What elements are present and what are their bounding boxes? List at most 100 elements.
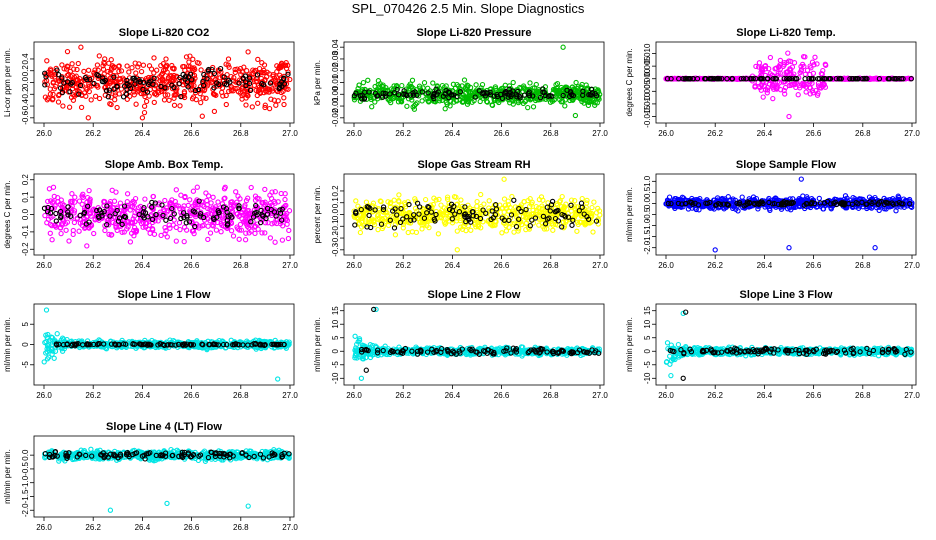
point-1min [78,44,84,50]
point-2p5min [192,87,199,94]
x-tick-label: 26.2 [85,261,101,270]
point-1min [173,187,179,193]
point-1min [171,102,178,108]
point-1min [558,84,564,91]
x-tick-label: 26.2 [395,129,411,138]
point-2p5min [401,91,407,97]
y-tick-label: 0.1 [21,191,30,203]
point-1min [204,197,210,204]
y-tick-label: -0.6 [21,110,30,124]
point-2p5min [457,89,463,95]
point-1min [559,193,565,200]
point-1min [520,100,526,107]
point-1min [107,70,113,76]
point-2p5min [383,93,389,99]
point-1min [158,88,165,95]
point-1min [562,103,568,109]
point-1min [590,229,596,235]
point-1min [162,197,168,204]
point-1min [281,101,287,108]
point-1min [564,84,570,91]
point-2p5min [124,77,130,84]
point-1min [795,92,801,98]
point-1min [198,99,204,106]
y-tick-label: 0.0 [21,208,30,220]
point-1min [233,189,239,195]
panel-title: Slope Line 1 Flow [118,289,211,301]
point-1min [225,56,232,62]
point-1min [111,64,117,71]
point-2p5min [158,83,164,90]
point-1min [569,84,576,90]
y-tick-label: 1.0 [643,175,652,187]
point-1min [255,226,261,232]
point-1min [770,95,776,102]
point-2p5min [94,71,100,78]
point-1min [237,221,244,228]
point-1min [511,229,517,235]
point-2p5min [221,74,227,80]
y-tick-label: 0.5 [643,186,652,198]
point-2p5min [42,82,48,88]
point-2p5min [176,81,182,87]
scatter-points [351,44,603,119]
point-2p5min [200,78,206,85]
point-1min [404,103,410,109]
point-2p5min [100,75,106,81]
point-1min [120,75,126,81]
scatter-points [663,176,915,253]
point-2p5min [387,91,393,97]
point-1min [253,87,259,94]
y-axis-label: ml/min per min. [3,317,12,372]
point-2p5min [111,86,117,92]
point-1min [353,198,359,204]
point-1min [262,88,269,94]
point-1min [363,199,370,205]
point-1min [479,81,486,88]
y-tick-label: 0.0 [331,208,340,220]
point-2p5min [580,92,586,98]
point-1min [190,56,196,62]
point-1min [66,238,72,244]
point-1min [228,228,235,234]
point-1min [266,71,272,77]
point-1min [249,75,255,81]
point-2p5min [185,74,192,80]
point-1min [266,105,273,112]
panel-4: Slope Amb. Box Temp.degrees C per min.26… [3,159,298,270]
point-2p5min [279,83,285,90]
y-tick-label: 0.02 [331,62,340,78]
point-1min [375,78,382,84]
point-1min [357,229,364,236]
point-2p5min [57,85,64,91]
point-1min [76,228,82,234]
point-1min [50,91,56,98]
point-2p5min [242,73,249,79]
point-2p5min [211,85,217,91]
panel-title: Slope Gas Stream RH [417,159,530,171]
point-2p5min [221,80,228,87]
point-1min [392,232,399,238]
point-1min [100,63,106,69]
point-1min [285,235,292,242]
point-2p5min [87,76,93,83]
x-tick-label: 27.0 [904,261,920,270]
point-1min [425,98,431,104]
point-2p5min [216,81,222,88]
point-1min [165,92,171,98]
point-1min [506,83,513,89]
point-1min [267,235,274,241]
point-1min [385,96,391,103]
y-tick-label: 0.000 [643,68,652,89]
point-1min [198,67,204,73]
point-1min [262,104,268,111]
point-1min [499,230,505,236]
point-2p5min [514,94,520,100]
point-1min [282,196,288,203]
point-2p5min [123,91,130,97]
point-2p5min [410,90,416,96]
y-tick-label: 0.2 [21,174,30,186]
